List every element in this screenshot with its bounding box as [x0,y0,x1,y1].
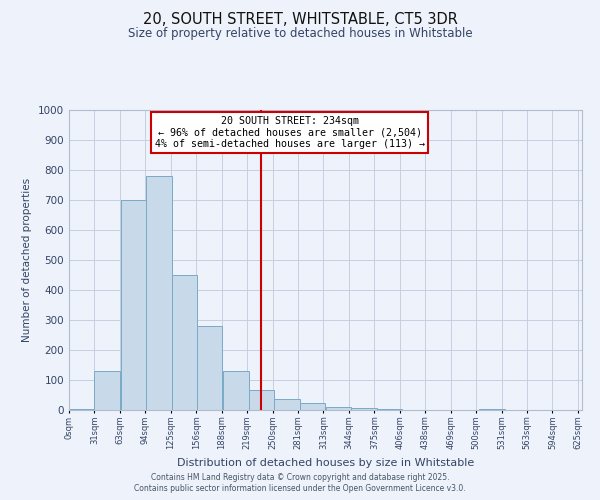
Bar [146,176,172,410]
Y-axis label: Number of detached properties: Number of detached properties [22,178,32,342]
Bar [197,326,223,410]
Bar [352,408,377,410]
Bar [121,200,146,410]
Text: Contains public sector information licensed under the Open Government Licence v3: Contains public sector information licen… [134,484,466,493]
Bar [69,408,94,410]
Text: 20 SOUTH STREET: 234sqm
← 96% of detached houses are smaller (2,504)
4% of semi-: 20 SOUTH STREET: 234sqm ← 96% of detache… [155,116,425,149]
Bar [299,404,325,410]
Text: Contains HM Land Registry data © Crown copyright and database right 2025.: Contains HM Land Registry data © Crown c… [151,472,449,482]
Bar [249,390,274,410]
Bar [326,407,352,410]
Text: 20, SOUTH STREET, WHITSTABLE, CT5 3DR: 20, SOUTH STREET, WHITSTABLE, CT5 3DR [143,12,457,28]
Bar [274,398,299,410]
Bar [223,371,249,410]
Bar [172,275,197,410]
X-axis label: Distribution of detached houses by size in Whitstable: Distribution of detached houses by size … [177,458,474,468]
Bar [94,371,120,410]
Text: Size of property relative to detached houses in Whitstable: Size of property relative to detached ho… [128,28,472,40]
Bar [479,408,505,410]
Bar [377,408,402,410]
